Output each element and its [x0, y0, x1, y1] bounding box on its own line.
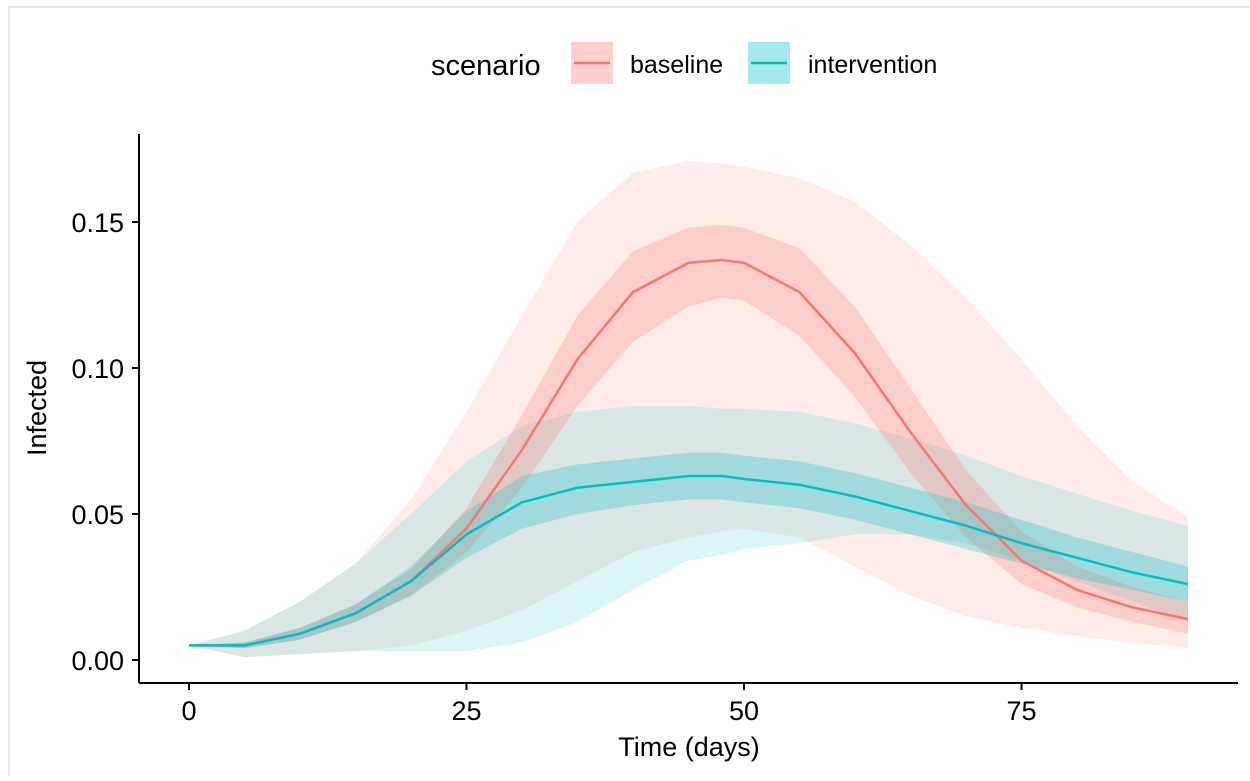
legend: scenario baseline intervention: [431, 42, 937, 84]
x-tick-label: 50: [729, 696, 759, 726]
y-tick-label: 0.05: [71, 500, 124, 530]
x-tick-label: 0: [181, 696, 196, 726]
y-tick-label: 0.10: [71, 354, 124, 384]
x-tick-label: 25: [451, 696, 481, 726]
legend-label-baseline: baseline: [630, 51, 723, 79]
legend-key-intervention: [748, 42, 790, 84]
x-ticks: 0 25 50 75: [181, 683, 1037, 726]
baseline-outer-ribbon: [189, 160, 1188, 658]
intervention-inner-ribbon: [189, 452, 1188, 649]
baseline-inner-ribbon: [189, 224, 1188, 649]
y-tick-label: 0.15: [71, 208, 124, 238]
line-layer: [189, 258, 1189, 647]
x-axis-label: Time (days): [618, 732, 760, 762]
y-axis-label: Infected: [22, 360, 52, 456]
ribbon-layer: [189, 160, 1188, 658]
legend-key-baseline: [571, 42, 613, 84]
legend-title: scenario: [431, 50, 541, 82]
y-ticks: 0.00 0.05 0.10 0.15: [71, 208, 139, 676]
y-tick-label: 0.00: [71, 646, 124, 676]
intervention-line: [189, 474, 1189, 647]
x-tick-label: 75: [1006, 696, 1036, 726]
legend-label-intervention: intervention: [808, 51, 937, 79]
